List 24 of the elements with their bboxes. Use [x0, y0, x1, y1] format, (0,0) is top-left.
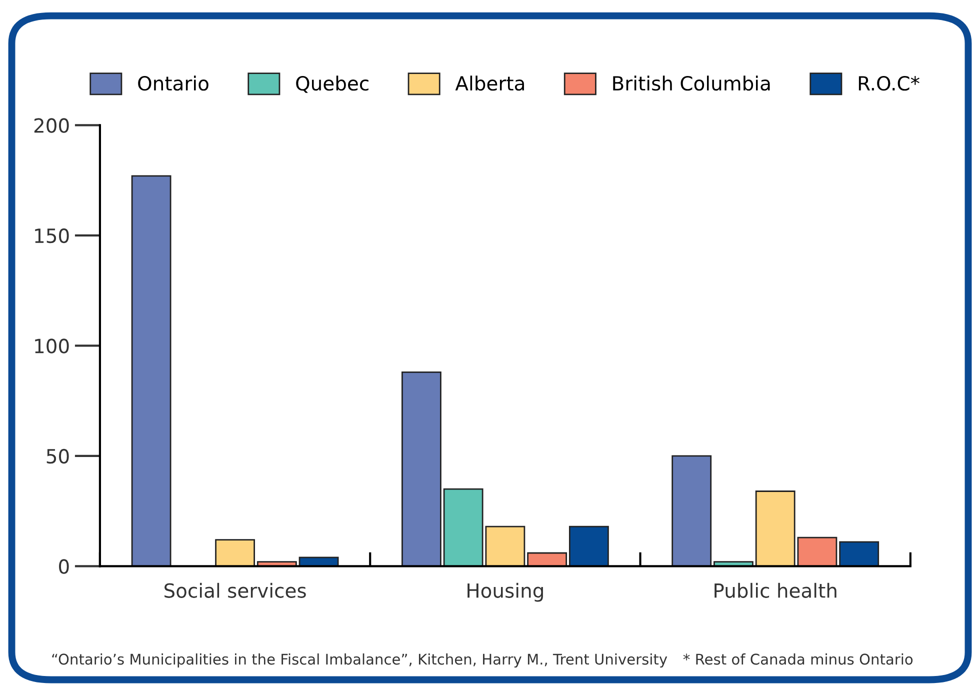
legend-label: R.O.C*: [858, 76, 920, 91]
x-tick-label: Housing: [468, 582, 543, 602]
bar: [401, 371, 442, 566]
bar: [131, 175, 172, 566]
text: * Rest of Canada minus Ontario: [683, 653, 913, 665]
bar: [568, 526, 609, 566]
x-tick-label: Social services: [164, 582, 306, 598]
y-tick-label: 100: [35, 338, 69, 354]
x-tick-label: Public health: [714, 582, 836, 598]
bar: [215, 539, 255, 566]
y-tick-label: 200: [34, 118, 69, 133]
bar: [672, 455, 712, 566]
text: “Ontario’s Municipalities in the Fiscal Imbalance”, Kitchen, Harry M., Trent University: [52, 653, 668, 668]
legend-label: Alberta: [455, 76, 524, 91]
bar: [755, 490, 796, 566]
legend-label: British Columbia: [613, 76, 770, 91]
bar: [839, 541, 880, 566]
bar: [797, 536, 838, 566]
bar: [527, 552, 568, 566]
y-tick-label: 0: [59, 559, 69, 574]
y-tick-label: 150: [35, 228, 69, 244]
y-tick-label: 50: [46, 448, 69, 464]
legend-label: Ontario: [138, 76, 208, 91]
legend-label: Quebec: [296, 76, 368, 93]
